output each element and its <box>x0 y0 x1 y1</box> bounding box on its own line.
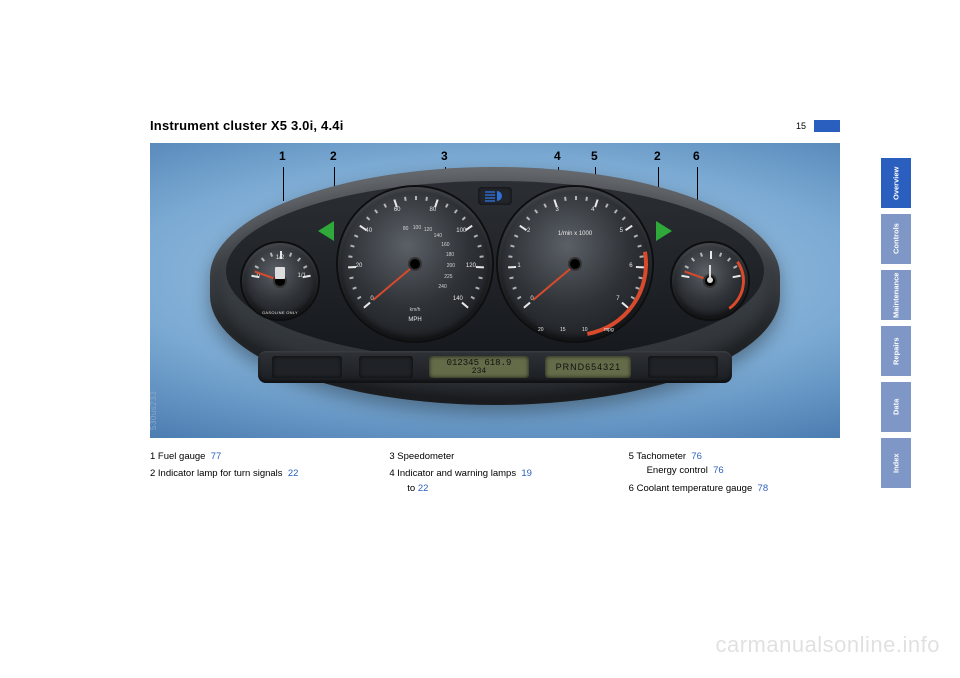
callout-number: 4 <box>554 149 561 163</box>
legend-item: 4 Indicator and warning lamps 19 to 22 <box>389 467 600 496</box>
warning-seg <box>648 356 718 378</box>
callout-leader <box>697 167 698 201</box>
page-ref[interactable]: 77 <box>211 451 222 462</box>
turn-right-icon <box>656 221 672 241</box>
page-title: Instrument cluster X5 3.0i, 4.4i <box>150 118 344 133</box>
legend-item: 6 Coolant temperature gauge 78 <box>629 482 840 496</box>
legend-item: 1 Fuel gauge 77 <box>150 450 361 464</box>
legend-item: 2 Indicator lamp for turn signals 22 <box>150 467 361 481</box>
legend-item: 5 Tachometer 76 Energy control 76 <box>629 450 840 479</box>
side-tab-index[interactable]: Index <box>881 438 911 488</box>
callout-number: 5 <box>591 149 598 163</box>
coolant-temp-gauge <box>672 243 748 319</box>
gauge-tick-label: 1/1 <box>292 273 312 279</box>
gauge-tick-label: 80 <box>423 207 443 213</box>
gauge-tick-label: 20 <box>349 263 369 269</box>
gauge-tick-label: 40 <box>359 228 379 234</box>
turn-left-icon <box>318 221 334 241</box>
speedometer-gauge: 0204060801001201408010012014016018020022… <box>338 187 492 341</box>
fuel-sublabel: GASOLINE ONLY <box>242 310 318 315</box>
fuel-gauge: 01/21/1 GASOLINE ONLY <box>242 243 318 319</box>
figure-reference-id: 530us233 <box>150 391 158 430</box>
header-accent-bar <box>814 120 840 132</box>
gear-lcd: PRND654321 <box>545 356 631 378</box>
side-tab-controls[interactable]: Controls <box>881 214 911 264</box>
legend-item: 3 Speedometer <box>389 450 600 464</box>
instrument-cluster-figure: 1234526 01/ <box>150 143 840 438</box>
warning-lamp-strip: 012345 618.9 234 PRND654321 <box>258 351 732 383</box>
side-tab-overview[interactable]: Overview <box>881 158 911 208</box>
callout-leader <box>283 167 284 201</box>
gauge-tick-label: 100 <box>451 228 471 234</box>
page-ref[interactable]: 78 <box>758 483 769 494</box>
side-tab-repairs[interactable]: Repairs <box>881 326 911 376</box>
side-tab-data[interactable]: Data <box>881 382 911 432</box>
warning-seg <box>359 356 413 378</box>
odometer-lcd: 012345 618.9 234 <box>429 356 529 378</box>
gauge-tick-label: 140 <box>448 296 468 302</box>
callout-number: 1 <box>279 149 286 163</box>
warning-seg <box>272 356 342 378</box>
callout-number: 6 <box>693 149 700 163</box>
speedo-unit: MPH <box>338 317 492 323</box>
callout-number: 2 <box>330 149 337 163</box>
odo-bot: 234 <box>472 368 486 376</box>
page-number: 15 <box>796 121 806 131</box>
tacho-unit: 1/min x 1000 <box>498 231 652 237</box>
page-ref[interactable]: 22 <box>288 468 299 479</box>
side-tab-maintenance[interactable]: Maintenance <box>881 270 911 320</box>
page-ref[interactable]: 22 <box>418 483 429 494</box>
gauge-tick-label: 60 <box>387 207 407 213</box>
page-ref[interactable]: 76 <box>691 451 702 462</box>
dash-shell: 01/21/1 GASOLINE ONLY 020406080100120140… <box>210 167 780 405</box>
callout-number: 3 <box>441 149 448 163</box>
callout-number: 2 <box>654 149 661 163</box>
gauge-tick-label: 1/2 <box>270 255 290 261</box>
watermark: carmanualsonline.info <box>715 632 940 658</box>
fuel-pump-icon <box>275 267 285 279</box>
tachometer-gauge: 01234567201510mpg 1/min x 1000 <box>498 187 652 341</box>
gauge-tick-label: 120 <box>461 263 481 269</box>
speedo-unit-inner: km/h <box>338 307 492 313</box>
page-ref[interactable]: 19 <box>521 468 532 479</box>
page-ref[interactable]: 76 <box>713 465 724 476</box>
legend: 1 Fuel gauge 77 2 Indicator lamp for turn… <box>150 450 840 499</box>
